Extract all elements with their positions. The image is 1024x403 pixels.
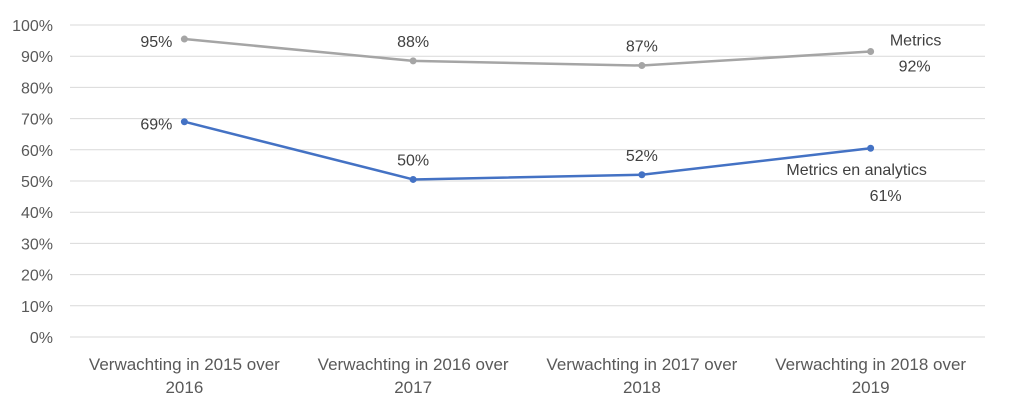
series-group: 95% 88% 87% 92% Metrics 69% 50% 52% 61% Metrics e…	[140, 33, 941, 206]
x-tick-label: Verwachting in 2018 over 2019	[775, 355, 966, 397]
data-label: 61%	[870, 188, 902, 205]
y-tick-label: 40%	[21, 205, 53, 222]
y-tick-label: 80%	[21, 80, 53, 97]
series-name-label: Metrics	[890, 33, 942, 50]
series-name-label: Metrics en analytics	[786, 162, 927, 179]
y-tick-label: 30%	[21, 236, 53, 253]
series-line	[184, 37, 871, 67]
x-tick-label: Verwachting in 2017 over 2018	[546, 355, 737, 397]
x-axis: Verwachting in 2015 over 2016 Verwachting …	[89, 355, 966, 397]
x-tick-label: Verwachting in 2015 over 2016	[89, 355, 280, 397]
data-label: 52%	[626, 148, 658, 165]
y-axis: 0% 10% 20% 30% 40% 50% 60% 70% 80% 90% 100%	[12, 18, 53, 347]
y-tick-label: 0%	[30, 330, 53, 347]
series-line	[184, 120, 871, 181]
y-tick-label: 70%	[21, 112, 53, 129]
data-point	[180, 35, 188, 43]
data-point	[867, 144, 875, 152]
data-point	[638, 62, 646, 70]
y-tick-label: 20%	[21, 268, 53, 285]
y-tick-label: 50%	[21, 174, 53, 191]
data-point	[867, 48, 875, 56]
y-tick-label: 90%	[21, 49, 53, 66]
data-point	[409, 57, 417, 65]
data-point	[409, 175, 417, 183]
series-metrics-en-analytics: 69% 50% 52% 61% Metrics en analytics	[140, 117, 927, 206]
data-point	[180, 118, 188, 126]
data-label: 87%	[626, 39, 658, 56]
data-point	[638, 171, 646, 179]
data-label: 92%	[899, 59, 931, 76]
data-label: 50%	[397, 152, 429, 169]
gridlines	[70, 24, 985, 307]
y-tick-label: 10%	[21, 299, 53, 316]
x-tick-label: Verwachting in 2016 over 2017	[318, 355, 509, 397]
y-tick-label: 60%	[21, 143, 53, 160]
data-label: 69%	[140, 117, 172, 134]
data-label: 95%	[140, 34, 172, 51]
series-metrics: 95% 88% 87% 92% Metrics	[140, 33, 941, 76]
data-label: 88%	[397, 34, 429, 51]
y-tick-label: 100%	[12, 18, 53, 35]
